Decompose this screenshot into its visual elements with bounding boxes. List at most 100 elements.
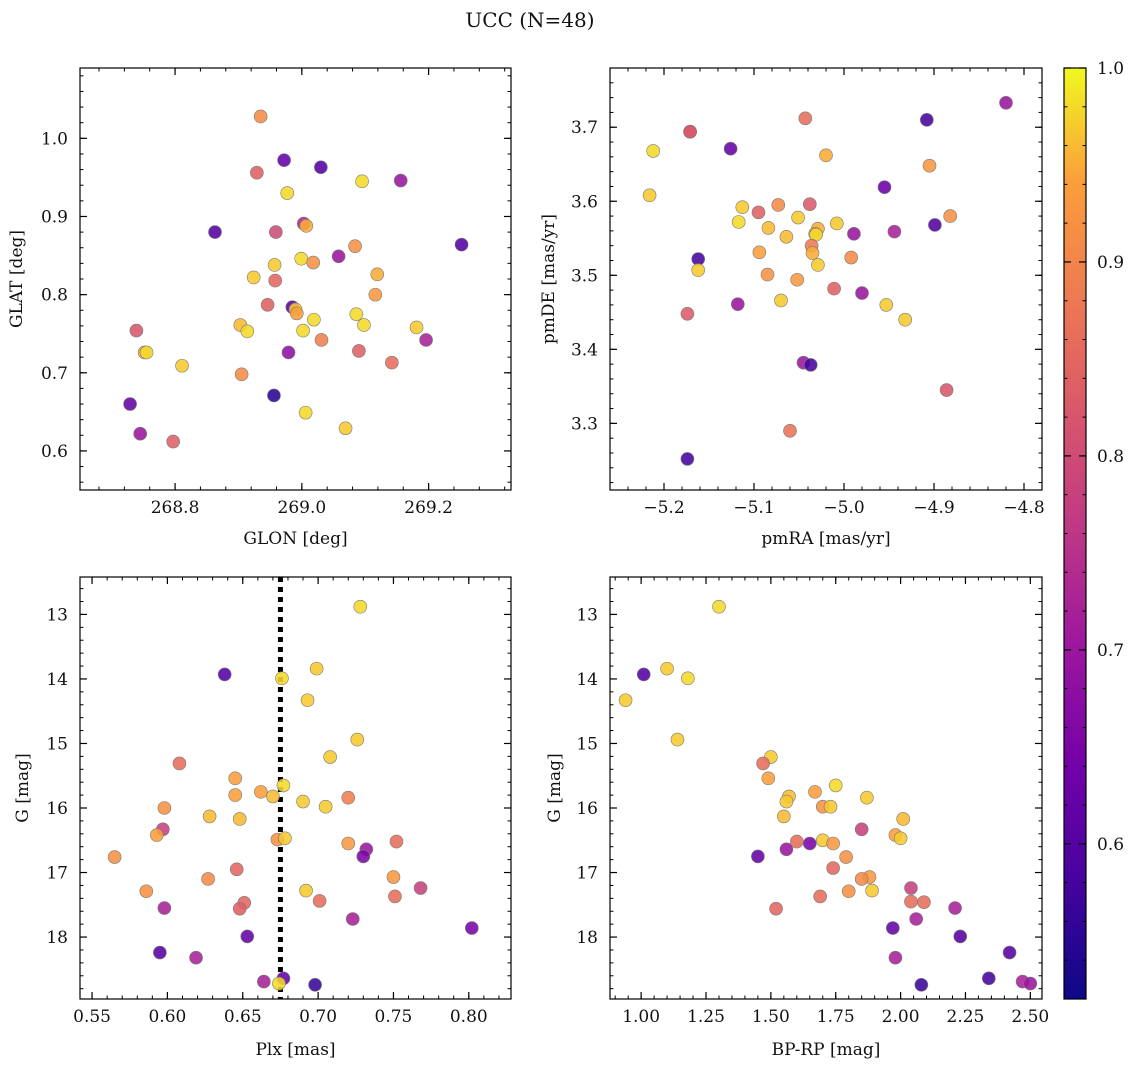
y-tick-label: 1.0 [41,129,68,149]
data-point [355,174,369,189]
x-tick-label: 269.0 [278,498,327,518]
y-tick-label: 15 [576,734,598,754]
data-point [269,225,283,239]
data-point [779,794,794,809]
data-point [1002,945,1017,960]
data-point [257,974,271,989]
x-tick-label: −5.1 [733,498,774,518]
data-point [680,306,695,321]
colorbar-tick-label: 0.7 [1097,641,1124,661]
data-point [798,111,813,126]
data-point [454,237,469,252]
data-point [919,113,934,127]
plot-frame [79,576,512,1000]
y-tick-label: 3.7 [571,118,598,138]
data-point [386,870,401,884]
data-point [909,912,923,926]
data-point [887,224,902,239]
data-point [841,884,856,899]
data-point [139,884,154,899]
data-point [783,423,797,438]
data-point [139,345,154,360]
data-point [712,599,726,614]
x-tick-label: 1.75 [817,1007,855,1027]
data-point [752,245,767,260]
data-point [877,180,892,194]
y-tick-label: 15 [46,734,68,754]
plot-frame [79,67,512,491]
data-point [345,912,360,926]
data-point [642,188,657,203]
data-point [860,790,874,805]
data-point [388,889,402,904]
data-point [201,872,215,886]
panel-glon-glat: 268.8 269.0 269.2 0.6 0.7 0.8 0.9 1.0 GLON [deg… [7,67,512,549]
plot-frame [609,576,1043,1000]
data-point [107,850,122,864]
data-point [646,144,661,158]
data-point [928,218,942,232]
data-point [260,297,275,312]
data-point [267,388,281,403]
data-point [296,794,310,809]
data-point [779,842,794,857]
x-axis-label: Plx [mas] [255,1040,335,1060]
panel-bprp-g: 1.00 1.25 1.50 1.75 2.00 2.25 2.50 13 14 15 16 17 18… [545,576,1049,1060]
y-tick-label: 13 [576,605,598,625]
data-point [898,312,913,327]
data-point [465,921,479,935]
data-point [922,158,937,173]
y-tick-label: 18 [46,928,68,948]
data-point [409,320,424,335]
panel-pmra-pmde: −5.2 −5.1 −5.0 −4.9 −4.8 3.3 3.4 3.5 3.6 3.7 pmRA… [539,67,1045,549]
data-point [760,267,775,282]
data-point [819,148,833,163]
data-point [356,849,371,864]
data-point [300,693,315,708]
data-point [982,971,996,986]
data-point [331,249,346,264]
data-point [267,258,282,272]
data-point [298,405,313,420]
data-point [904,894,918,909]
data-point [307,312,321,327]
data-point [349,307,364,321]
data-point [790,272,805,287]
data-point [172,756,187,771]
x-tick-label: 1.50 [752,1007,790,1027]
y-axis-label: GLAT [deg] [7,230,27,328]
data-point [175,358,189,373]
y-tick-label: 16 [46,799,68,819]
colorbar-tick-label: 0.6 [1097,835,1124,855]
data-point [802,836,817,851]
data-point [246,270,261,285]
data-point [680,452,695,466]
x-axis-label: BP-RP [mag] [772,1040,881,1060]
data-point [917,895,931,910]
data-point [791,210,805,225]
colorbar-tick-label: 0.8 [1097,447,1124,467]
data-point [735,200,750,214]
data-point [280,186,295,200]
x-tick-label: −4.8 [1003,498,1044,518]
y-axis-label: G [mag] [545,753,565,822]
y-tick-label: 3.6 [571,192,598,212]
x-tick-label: 2.25 [947,1007,985,1027]
data-point [299,883,313,898]
data-point [854,872,869,886]
data-point [886,921,900,935]
data-point [896,812,910,826]
y-tick-label: 13 [46,605,68,625]
data-point [769,901,783,916]
data-point [133,426,148,441]
data-point [268,273,283,288]
data-point [419,333,433,347]
data-point [618,693,633,708]
y-axis-label: G [mag] [13,753,33,822]
data-point [276,778,291,793]
data-point [228,771,243,786]
data-point [229,862,244,877]
data-point [150,828,164,842]
y-tick-label: 3.4 [571,340,598,360]
